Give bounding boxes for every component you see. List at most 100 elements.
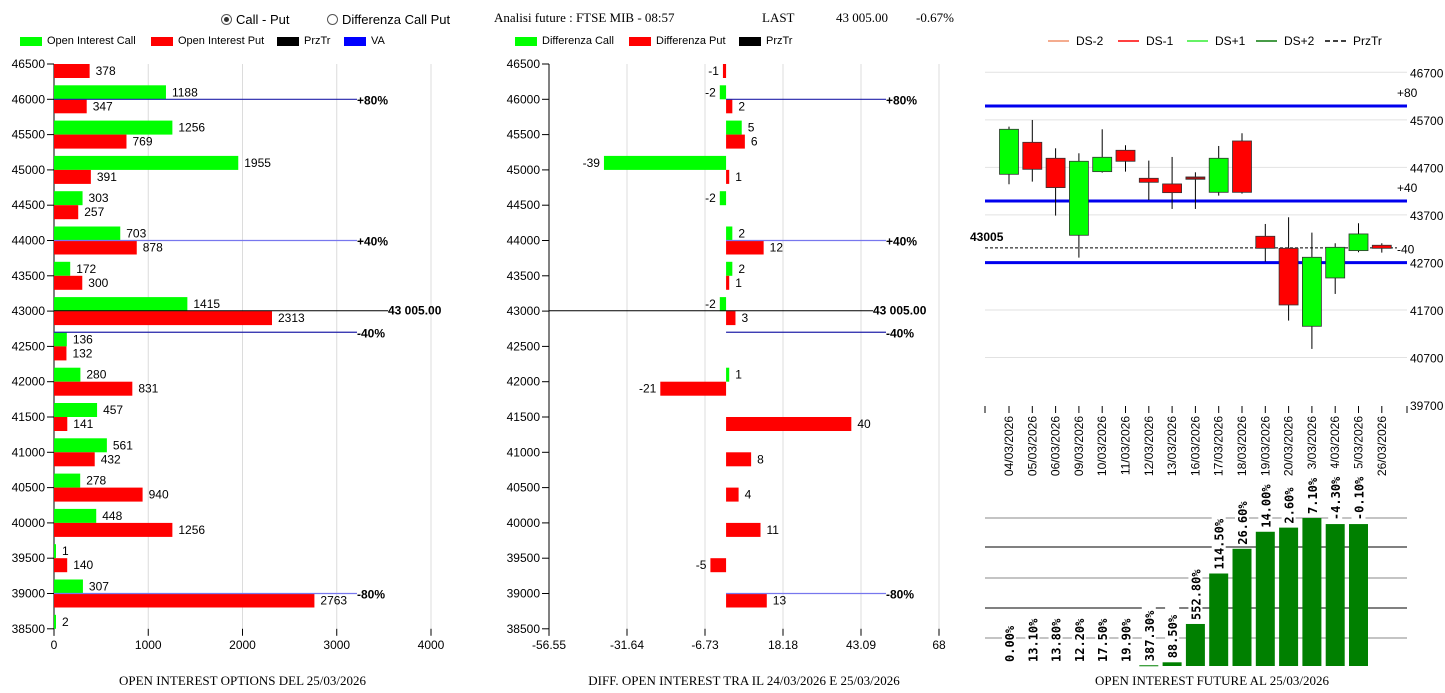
put-value-label: 831 xyxy=(138,382,158,396)
call-value-label: 1256 xyxy=(178,121,205,135)
va-level-label: -40% xyxy=(357,326,385,340)
call-bar xyxy=(719,297,727,312)
chart-title: OPEN INTEREST OPTIONS DEL 25/03/2026 xyxy=(119,673,367,688)
oi-bar xyxy=(1302,518,1322,666)
date-label: 13/03/2026 xyxy=(1165,416,1179,476)
call-bar xyxy=(726,367,730,382)
put-bar xyxy=(710,558,727,573)
call-bar xyxy=(54,367,81,382)
label-background xyxy=(1002,618,1016,662)
x-tick-label: 3000 xyxy=(323,638,350,652)
call-bar xyxy=(54,403,98,417)
put-bar xyxy=(726,593,767,608)
legend-przTr: PrzTr xyxy=(277,35,330,47)
date-label: 23/03/2026 xyxy=(1305,416,1319,476)
put-bar xyxy=(722,64,727,78)
date-label: 09/03/2026 xyxy=(1072,416,1086,476)
oi-bar-label: 7.10% xyxy=(1306,477,1320,514)
call-bar xyxy=(54,438,107,453)
legend-diff-przTr: PrzTr xyxy=(739,35,792,47)
oi-bar-label: 12.20% xyxy=(1073,618,1087,662)
label-background xyxy=(1235,492,1249,545)
oi-bar-label: 387.30% xyxy=(1143,610,1157,661)
candle-down xyxy=(1278,247,1299,306)
call-value-label: 1 xyxy=(62,544,69,558)
call-value-label: 561 xyxy=(113,438,133,452)
date-label: 17/03/2026 xyxy=(1212,416,1226,476)
put-value-label: 11 xyxy=(767,523,780,537)
put-value-label: 132 xyxy=(72,346,92,360)
put-bar xyxy=(54,522,173,537)
date-label: 18/03/2026 xyxy=(1235,416,1249,476)
y-tick-label: 46700 xyxy=(1410,66,1444,80)
candle-up xyxy=(1348,233,1369,252)
put-bar xyxy=(54,381,133,396)
x-tick-label: -31.64 xyxy=(610,638,644,652)
call-value-label: 448 xyxy=(102,509,122,523)
last-label: LAST xyxy=(762,10,795,25)
oi-bar-label: 17.50% xyxy=(1096,618,1110,662)
call-value-label: 307 xyxy=(89,580,109,594)
label-background xyxy=(1188,559,1203,620)
call-bar xyxy=(719,191,727,206)
label-background xyxy=(1048,610,1063,662)
x-tick-label: 2000 xyxy=(229,638,256,652)
candle-down xyxy=(1185,176,1206,180)
call-value-label: 1415 xyxy=(193,297,220,311)
call-value-label: 136 xyxy=(73,332,93,346)
y-tick-label: 40700 xyxy=(1410,351,1444,365)
x-tick-label: 68 xyxy=(932,638,946,652)
y-tick-label: 41500 xyxy=(507,410,541,424)
label-background xyxy=(1141,601,1156,662)
call-bar xyxy=(54,155,239,170)
call-bar xyxy=(726,261,733,276)
call-bar xyxy=(603,155,727,170)
oi-bar-label: 2.60% xyxy=(1283,487,1297,524)
legend-label: DS-2 xyxy=(1076,34,1104,48)
x-tick-label: 18.18 xyxy=(768,638,798,652)
call-value-label: -39 xyxy=(583,156,601,170)
put-bar xyxy=(726,240,764,255)
label-background xyxy=(1165,606,1180,659)
oi-bar xyxy=(1139,665,1159,667)
legend-label: DS+2 xyxy=(1284,34,1315,48)
put-value-label: -1 xyxy=(708,64,719,78)
put-bar xyxy=(726,134,745,149)
label-background xyxy=(1304,470,1319,514)
oi-bar-label: 13.10% xyxy=(1026,618,1040,662)
put-value-label: 300 xyxy=(88,276,108,290)
put-value-label: 13 xyxy=(773,594,787,608)
y-tick-label: 42000 xyxy=(12,375,46,389)
y-tick-label: 42000 xyxy=(507,375,541,389)
przTr-label: 43 005.00 xyxy=(388,304,442,318)
y-tick-label: 40000 xyxy=(12,516,46,530)
put-bar xyxy=(726,487,739,502)
x-tick-label: -6.73 xyxy=(691,638,719,652)
legend-label: VA xyxy=(371,35,385,47)
put-bar xyxy=(54,558,68,573)
legend-swatch xyxy=(151,36,173,46)
put-bar xyxy=(660,381,727,396)
candle-up xyxy=(1069,160,1089,236)
call-bar xyxy=(54,120,173,135)
radio-differenza-call-put[interactable]: Differenza Call Put xyxy=(327,12,450,27)
put-bar xyxy=(54,417,68,431)
label-background xyxy=(1211,509,1226,570)
y-tick-label: 45000 xyxy=(12,163,46,177)
legend-oi-call: Open Interest Call xyxy=(20,35,136,47)
put-value-label: 940 xyxy=(149,488,169,502)
va-level-label: +40% xyxy=(357,235,388,249)
put-bar xyxy=(726,169,730,184)
radio-call-put[interactable]: Call - Put xyxy=(221,12,289,27)
va-level-label: -40% xyxy=(886,326,914,340)
call-bar xyxy=(54,614,56,629)
y-tick-label: 39000 xyxy=(507,587,541,601)
put-bar xyxy=(54,205,79,220)
przTr-label: 43 005.00 xyxy=(873,304,927,318)
y-tick-label: 44000 xyxy=(12,234,46,248)
put-value-label: 4 xyxy=(745,488,752,502)
legend-diff-put: Differenza Put xyxy=(629,35,726,47)
call-value-label: 5 xyxy=(748,121,755,135)
y-tick-label: 46000 xyxy=(12,92,46,106)
candle-down xyxy=(1371,244,1392,249)
